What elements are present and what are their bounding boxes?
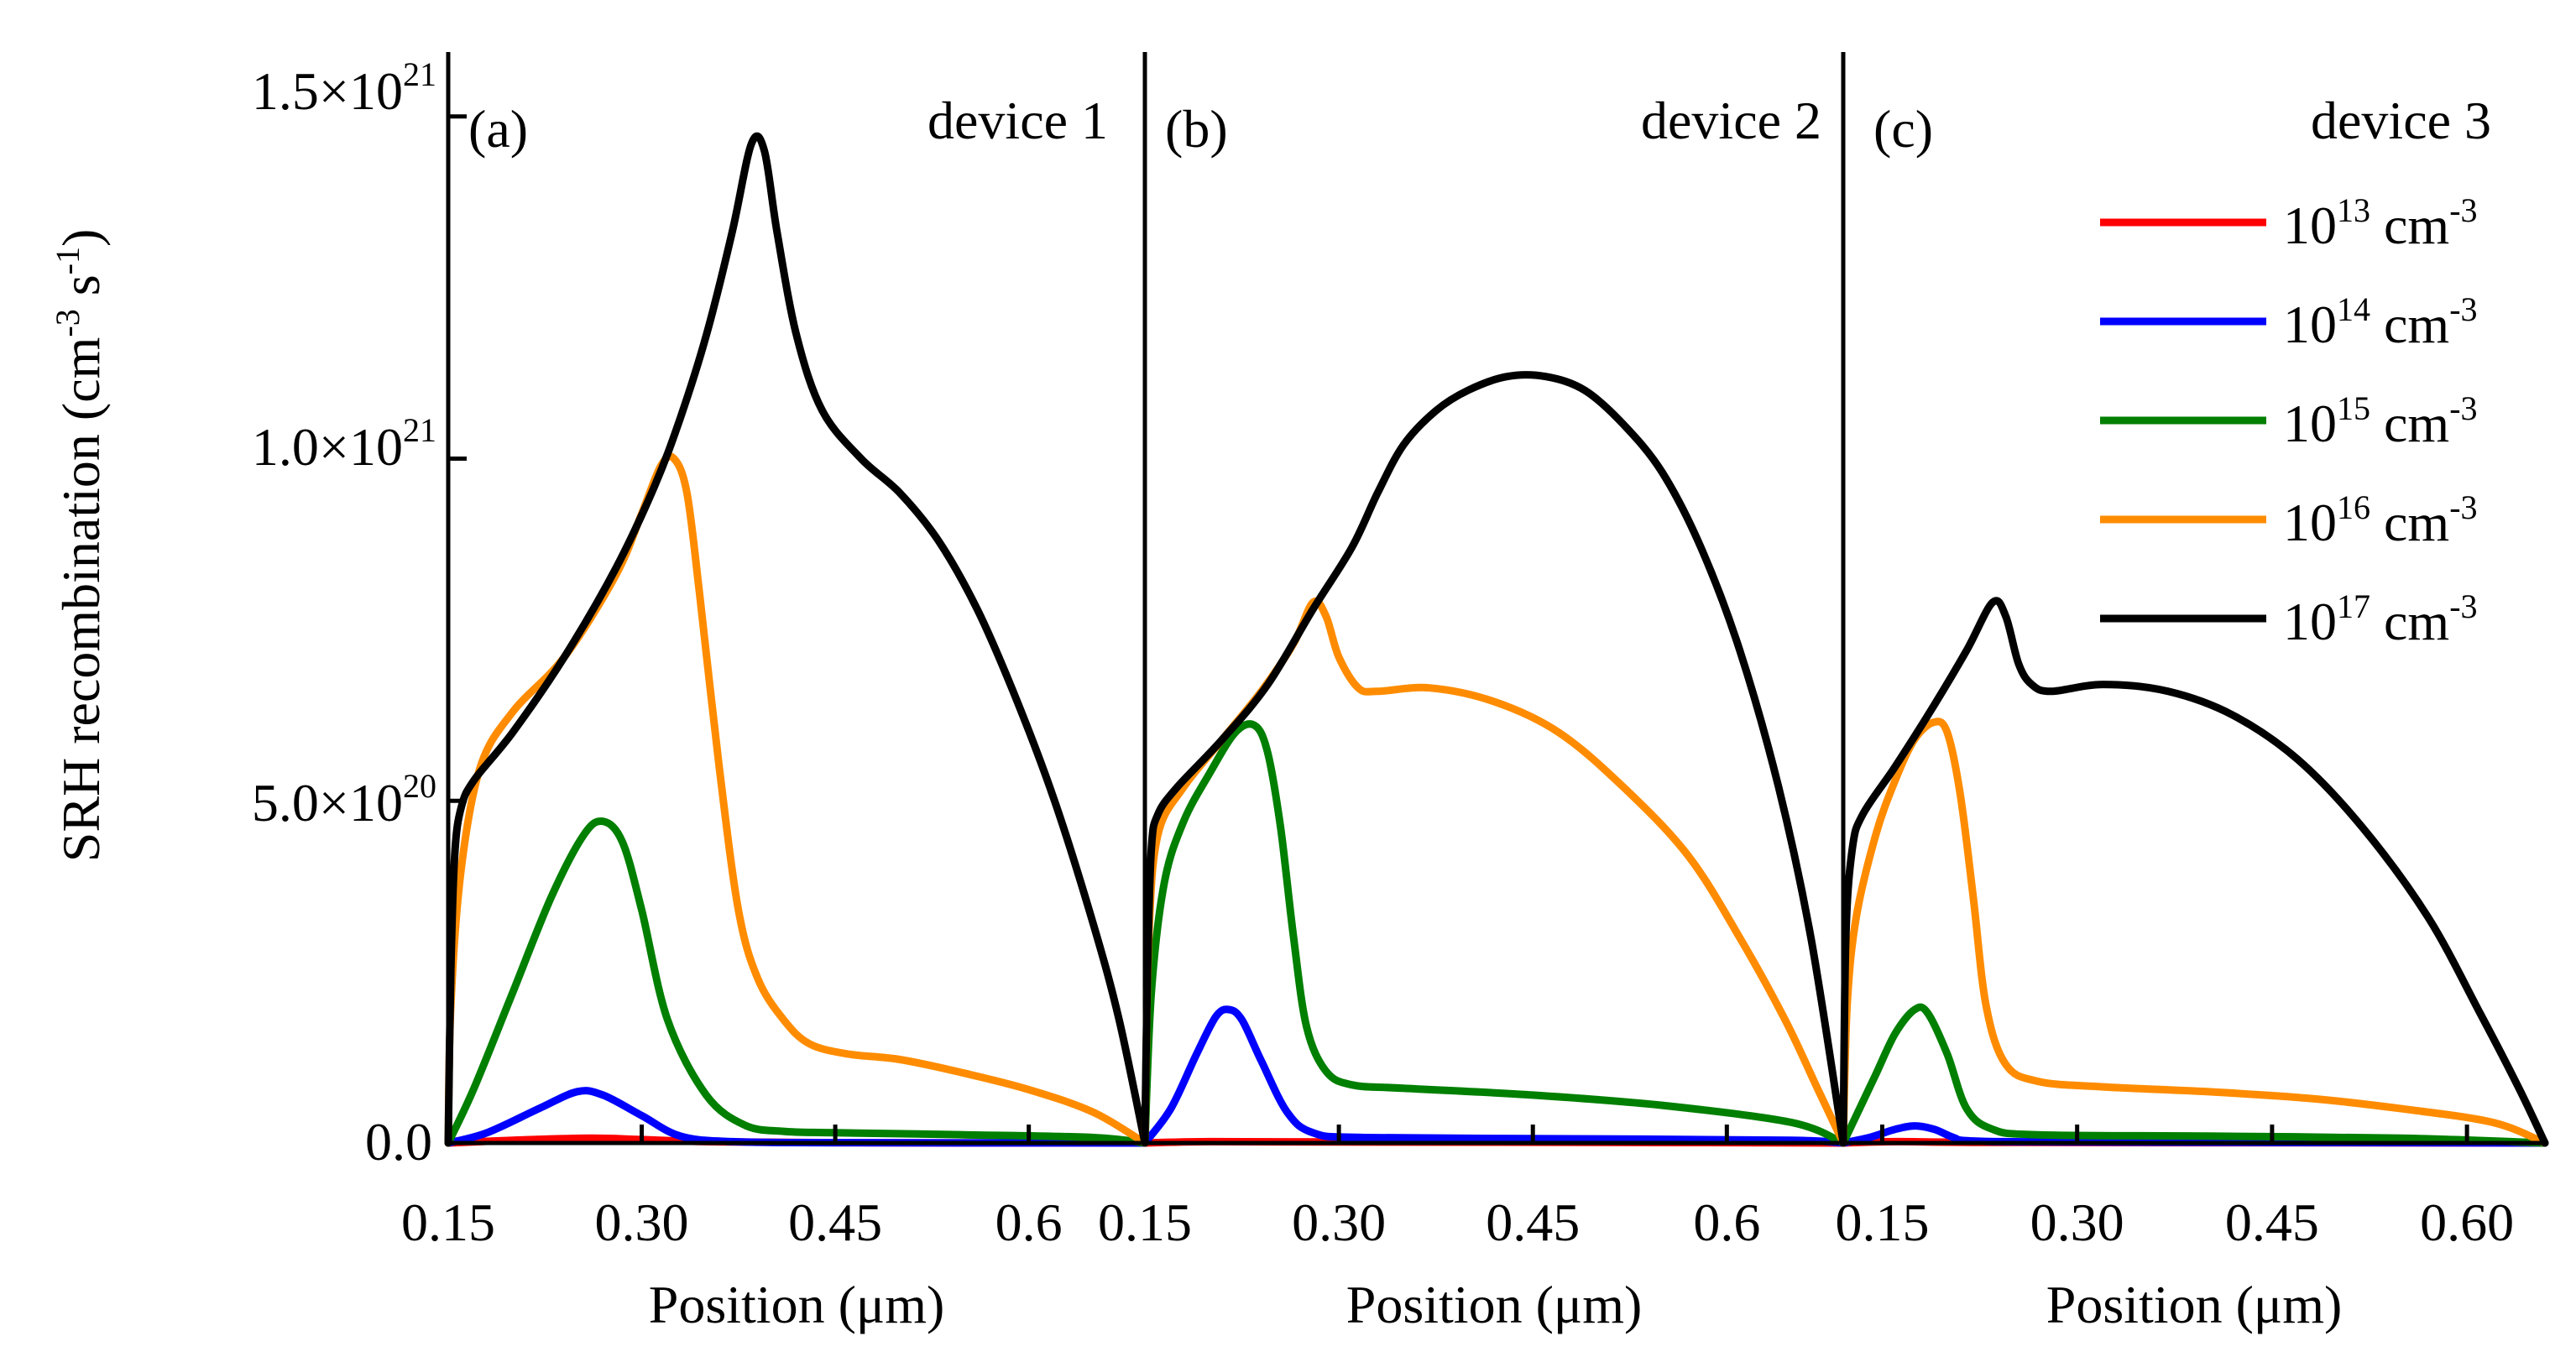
panel-a-x-tick-label-1: 0.30 — [595, 1193, 689, 1252]
panel-c-x-ticks: 0.15 0.30 0.45 0.60 — [1835, 1125, 2514, 1252]
legend-label-1e13: 1013 cm-3 — [2283, 191, 2478, 255]
panel-a-marks — [444, 132, 1149, 1147]
panel-b-marks — [1141, 371, 1847, 1147]
panel-c-series-1e17 — [1839, 597, 2549, 1147]
panel-a-x-tick-label-2: 0.45 — [788, 1193, 882, 1252]
panel-a-x-tick-label-0: 0.15 — [401, 1193, 495, 1252]
panel-b-x-axis-label: Position (μm) — [1346, 1275, 1643, 1334]
panel-a-label: (a) — [468, 99, 528, 159]
panel-b-plot-frame — [1145, 52, 1846, 1146]
legend-item-1e15: 1015 cm-3 — [2100, 389, 2478, 453]
panel-a-x-tick-label-3: 0.6 — [995, 1193, 1063, 1252]
panel-c: (c) device 3 0.15 0.30 0.45 0.60 Position (… — [1835, 91, 2549, 1334]
y-axis-label-exp1: -3 — [49, 309, 86, 337]
panel-b-x-ticks: 0.15 0.30 0.45 0.6 — [1098, 1125, 1760, 1252]
panel-b-x-tick-label-0: 0.15 — [1098, 1193, 1192, 1252]
panel-b: (b) device 2 0.15 0.30 0.45 0.6 Position (μ… — [1098, 52, 1847, 1334]
legend-item-1e16: 1016 cm-3 — [2100, 488, 2478, 552]
panel-b-x-tick-label-1: 0.30 — [1292, 1193, 1386, 1252]
panel-a-title: device 1 — [927, 91, 1108, 150]
panel-b-x-tick-label-2: 0.45 — [1486, 1193, 1580, 1252]
panel-c-label: (c) — [1873, 99, 1933, 159]
legend-item-1e13: 1013 cm-3 — [2100, 191, 2478, 255]
panel-b-x-tick-label-3: 0.6 — [1693, 1193, 1760, 1252]
panel-b-label: (b) — [1165, 99, 1228, 159]
legend-label-1e14: 1014 cm-3 — [2283, 290, 2478, 354]
panel-b-series-1e17 — [1141, 371, 1847, 1147]
panel-c-series-1e15 — [1839, 1003, 2549, 1147]
y-tick-label-2: 1.0×1021 — [252, 411, 436, 477]
y-axis-label: SRH recombination (cm-3 s-1) — [49, 229, 111, 863]
panel-c-x-tick-label-2: 0.45 — [2225, 1193, 2319, 1252]
panel-a: (a) device 1 0.15 0.30 0.45 0.6 Position (μ… — [401, 52, 1149, 1334]
panel-c-title: device 3 — [2311, 91, 2491, 150]
panel-a-x-ticks: 0.15 0.30 0.45 0.6 — [401, 114, 1063, 1252]
y-tick-labels: 0.0 5.0×1020 1.0×1021 1.5×1021 — [252, 55, 436, 1172]
panel-a-x-axis-label: Position (μm) — [649, 1275, 945, 1334]
panel-a-plot-frame — [446, 52, 1147, 1146]
panel-a-series-1e15 — [444, 817, 1149, 1147]
y-axis-label-exp2: -1 — [49, 247, 86, 274]
legend-label-1e16: 1016 cm-3 — [2283, 488, 2478, 552]
legend-item-1e17: 1017 cm-3 — [2100, 587, 2478, 651]
panel-c-x-tick-label-3: 0.60 — [2420, 1193, 2514, 1252]
legend: 1013 cm-3 1014 cm-3 1015 cm-3 1016 cm-3 … — [2100, 191, 2478, 651]
panel-c-x-tick-label-0: 0.15 — [1835, 1193, 1929, 1252]
panel-c-series-1e16 — [1839, 718, 2549, 1147]
panel-c-x-tick-label-1: 0.30 — [2030, 1193, 2124, 1252]
legend-label-1e17: 1017 cm-3 — [2283, 587, 2478, 651]
panel-a-series-1e16 — [444, 452, 1149, 1147]
panel-b-series-1e16 — [1141, 597, 1847, 1147]
legend-item-1e14: 1014 cm-3 — [2100, 290, 2478, 354]
panel-a-series-1e17 — [444, 132, 1149, 1147]
y-tick-label-3: 1.5×1021 — [252, 55, 436, 121]
panel-b-series-1e15 — [1141, 720, 1847, 1147]
legend-label-1e15: 1015 cm-3 — [2283, 389, 2478, 453]
panel-b-series-1e14 — [1141, 1005, 1847, 1147]
panel-b-title: device 2 — [1641, 91, 1821, 150]
panel-c-marks — [1839, 597, 2549, 1147]
y-tick-label-1: 5.0×1020 — [252, 767, 436, 832]
panel-c-x-axis-label: Position (μm) — [2046, 1275, 2343, 1334]
y-tick-label-0: 0.0 — [365, 1112, 432, 1172]
